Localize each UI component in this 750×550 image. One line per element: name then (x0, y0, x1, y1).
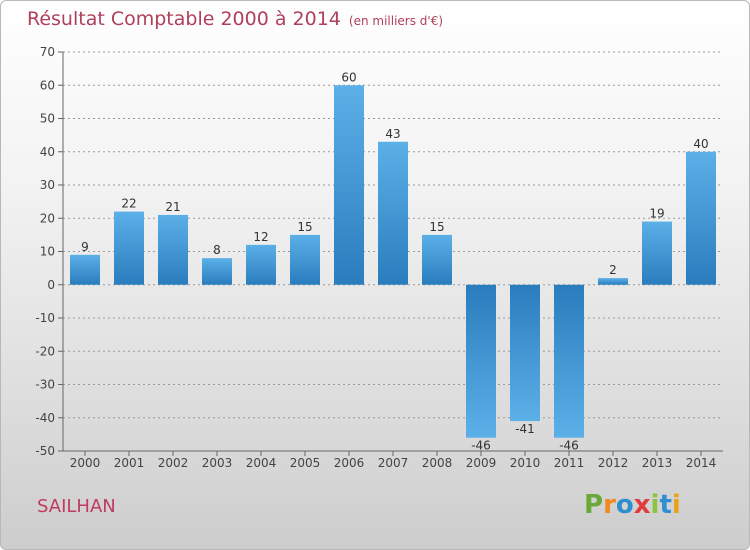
x-tick-label: 2006 (334, 456, 365, 470)
title-text: Résultat Comptable 2000 à 2014 (27, 8, 341, 30)
y-tick-label: 30 (40, 178, 55, 192)
bars (70, 85, 716, 438)
logo-letter: t (659, 490, 672, 520)
y-tick-label: -30 (35, 378, 55, 392)
y-tick-label: 50 (40, 112, 55, 126)
bar-2013 (642, 221, 672, 285)
labels: 706050403020100-10-20-30-40-502000920012… (35, 45, 716, 470)
logo-letter: o (615, 490, 634, 520)
bar-2009 (466, 284, 496, 438)
y-tick-label: 70 (40, 45, 55, 59)
bar-2003 (202, 258, 232, 285)
bar-2010 (510, 284, 540, 422)
x-tick-label: 2004 (246, 456, 277, 470)
bar-2012 (598, 278, 628, 285)
bar-2014 (686, 151, 716, 285)
logo-letter: P (584, 490, 604, 520)
x-tick-label: 2013 (642, 456, 673, 470)
x-tick-label: 2005 (290, 456, 321, 470)
y-tick-label: -40 (35, 411, 55, 425)
value-label: -46 (471, 439, 491, 453)
bar-2002 (158, 214, 188, 285)
value-label: 15 (429, 220, 444, 234)
proxiti-logo: Proxiti (584, 490, 681, 520)
axes (58, 51, 723, 456)
value-label: 40 (693, 137, 708, 151)
value-label: 60 (341, 70, 356, 84)
unit-label: (en milliers d'€) (348, 14, 444, 28)
chart-title: Résultat Comptable 2000 à 2014 (en millie… (27, 8, 443, 30)
x-tick-label: 2012 (598, 456, 629, 470)
y-tick-label: 40 (40, 145, 55, 159)
bar-2001 (114, 211, 144, 285)
x-tick-label: 2011 (554, 456, 585, 470)
y-tick-label: 20 (40, 211, 55, 225)
value-label: 22 (121, 197, 136, 211)
logo-letter: i (650, 490, 660, 520)
commune-name: SAILHAN (37, 496, 116, 517)
y-tick-label: 60 (40, 78, 55, 92)
bar-2007 (378, 141, 408, 285)
x-tick-label: 2007 (378, 456, 409, 470)
value-label: 19 (649, 207, 664, 221)
value-label: 15 (297, 220, 312, 234)
y-tick-label: 10 (40, 245, 55, 259)
value-label: 9 (81, 240, 89, 254)
x-tick-label: 2002 (158, 456, 189, 470)
value-label: 12 (253, 230, 268, 244)
x-tick-label: 2014 (686, 456, 717, 470)
x-tick-label: 2009 (466, 456, 497, 470)
value-label: -41 (515, 422, 535, 436)
x-tick-label: 2000 (70, 456, 101, 470)
bar-2011 (554, 284, 584, 438)
logo-letter: x (633, 490, 651, 520)
bar-2005 (290, 234, 320, 285)
x-tick-label: 2010 (510, 456, 541, 470)
bar-2006 (334, 85, 364, 285)
logo-letter: r (603, 490, 616, 520)
y-tick-label: -20 (35, 344, 55, 358)
x-tick-label: 2001 (114, 456, 145, 470)
bar-2004 (246, 244, 276, 285)
y-tick-label: -10 (35, 311, 55, 325)
y-tick-label: -50 (35, 444, 55, 458)
value-label: 43 (385, 127, 400, 141)
x-tick-label: 2008 (422, 456, 453, 470)
value-label: 2 (609, 263, 617, 277)
bar-2000 (70, 254, 100, 285)
x-tick-label: 2003 (202, 456, 233, 470)
value-label: -46 (559, 439, 579, 453)
value-label: 8 (213, 243, 221, 257)
y-tick-label: 0 (47, 278, 55, 292)
logo-letter: i (671, 490, 681, 520)
value-label: 21 (165, 200, 180, 214)
bar-2008 (422, 234, 452, 285)
